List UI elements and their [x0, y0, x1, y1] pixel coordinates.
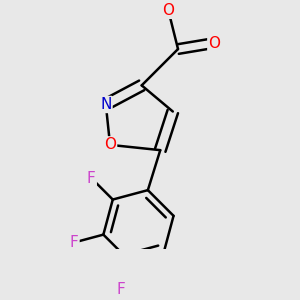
Text: F: F	[70, 235, 79, 250]
Text: O: O	[162, 3, 174, 18]
Text: F: F	[117, 282, 126, 297]
Text: N: N	[100, 97, 112, 112]
Text: O: O	[208, 35, 220, 50]
Text: O: O	[104, 137, 116, 152]
Text: F: F	[87, 171, 96, 186]
